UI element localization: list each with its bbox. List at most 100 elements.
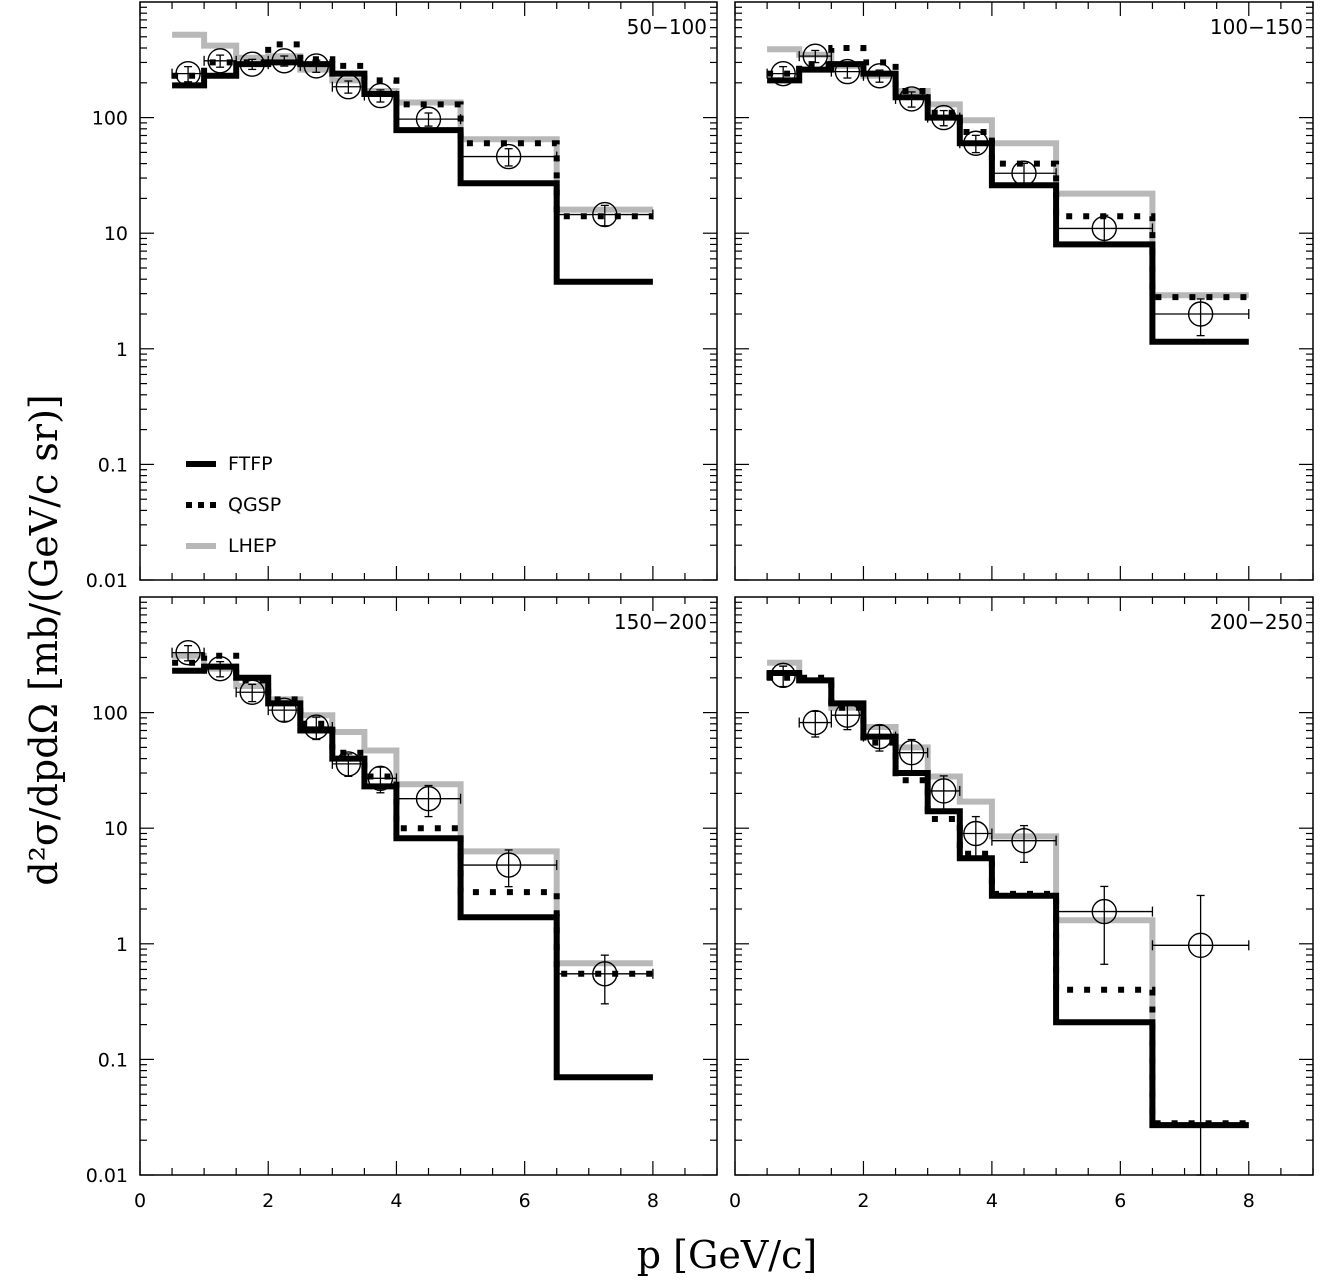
data-point xyxy=(862,723,897,752)
data-marker xyxy=(303,714,330,740)
data-point xyxy=(331,751,366,778)
series-qgsp-line xyxy=(172,652,653,977)
panel-frame xyxy=(139,596,718,1176)
x-tick-label: 6 xyxy=(1114,1190,1126,1212)
data-marker xyxy=(335,74,362,100)
data-marker xyxy=(207,655,233,682)
legend: FTFP QGSP LHEP xyxy=(186,453,281,557)
y-tick-label: 0.1 xyxy=(98,454,128,476)
data-point xyxy=(1055,214,1154,247)
data-marker xyxy=(1187,932,1214,959)
y-tick-label: 0.01 xyxy=(86,570,128,592)
data-point xyxy=(267,697,301,723)
x-tick-label: 6 xyxy=(519,1190,531,1212)
data-point xyxy=(766,60,800,87)
panel-2: 100−150 xyxy=(734,1,1314,581)
series-qgsp-line xyxy=(767,674,1249,1127)
y-axis-title: d²σ/dpdΩ [mb/(GeV/c sr)] xyxy=(22,394,66,885)
data-point xyxy=(267,48,301,74)
x-tick-label: 0 xyxy=(729,1190,741,1212)
data-point xyxy=(363,765,398,794)
data-point xyxy=(459,849,558,888)
data-marker xyxy=(271,697,297,723)
data-marker xyxy=(931,778,957,804)
data-point xyxy=(299,714,333,741)
data-point xyxy=(459,143,558,170)
data-marker xyxy=(1091,898,1117,925)
series-ftfp-line xyxy=(767,670,1249,1129)
data-marker xyxy=(770,662,796,689)
data-marker xyxy=(866,723,893,750)
data-point xyxy=(171,639,205,666)
data-marker xyxy=(239,51,265,77)
x-tick-label: 4 xyxy=(390,1190,402,1212)
y-tick-label: 10 xyxy=(104,818,128,840)
data-point xyxy=(991,160,1057,187)
data-marker xyxy=(898,739,925,766)
x-tick-label: 4 xyxy=(986,1190,998,1212)
data-marker xyxy=(207,48,233,74)
data-point xyxy=(363,82,398,109)
legend-label-qgsp: QGSP xyxy=(228,494,281,516)
panel-label: 150−200 xyxy=(614,610,707,634)
series-lhep-line xyxy=(767,46,1249,299)
data-marker xyxy=(963,130,989,156)
x-tick-label: 8 xyxy=(1243,1190,1255,1212)
y-tick-label: 0.1 xyxy=(98,1049,128,1071)
data-marker xyxy=(931,104,957,131)
data-point xyxy=(798,43,832,69)
data-marker xyxy=(367,82,394,109)
data-point xyxy=(556,201,654,228)
data-marker xyxy=(1187,301,1214,327)
data-point xyxy=(556,954,654,1005)
data-point xyxy=(862,63,897,89)
data-point xyxy=(395,784,462,818)
data-marker xyxy=(495,143,522,170)
data-point xyxy=(1055,885,1154,965)
panel-1: 0.01 0.1 1 10 100 50−100 xyxy=(86,1,718,592)
data-marker xyxy=(834,702,861,728)
data-point xyxy=(959,815,993,860)
data-marker xyxy=(898,86,925,112)
panel-label: 200−250 xyxy=(1210,610,1303,634)
data-point xyxy=(798,709,832,738)
panel-label: 100−150 xyxy=(1210,15,1303,39)
data-marker xyxy=(303,53,330,79)
data-marker xyxy=(592,961,618,987)
data-marker xyxy=(963,820,989,847)
data-marker xyxy=(335,751,362,777)
data-marker xyxy=(802,709,828,736)
x-axis-title: p [GeV/c] xyxy=(637,1233,817,1277)
data-marker xyxy=(592,201,618,228)
panel-frame xyxy=(734,1,1314,581)
data-marker xyxy=(802,43,828,69)
data-marker xyxy=(415,785,442,812)
data-marker xyxy=(1011,160,1037,186)
legend-label-lhep: LHEP xyxy=(228,535,276,557)
panel-frame xyxy=(139,1,718,581)
data-marker xyxy=(271,48,297,74)
data-marker xyxy=(175,639,201,666)
x-tick-label: 8 xyxy=(647,1190,659,1212)
data-point xyxy=(830,58,865,85)
data-marker xyxy=(495,852,522,878)
y-tick-label: 100 xyxy=(92,703,128,725)
data-marker xyxy=(1011,827,1037,854)
series-ftfp-line xyxy=(767,61,1249,345)
data-point xyxy=(991,824,1057,863)
panel-frame xyxy=(734,596,1314,1176)
data-marker xyxy=(1091,215,1117,242)
data-marker xyxy=(239,679,265,705)
data-marker xyxy=(415,106,442,132)
x-tick-label: 2 xyxy=(857,1190,869,1212)
y-tick-label: 1 xyxy=(116,339,128,361)
y-tick-label: 10 xyxy=(104,223,128,245)
data-marker xyxy=(367,765,394,792)
data-marker xyxy=(175,60,201,87)
series-ftfp-line xyxy=(172,663,653,1081)
data-point xyxy=(894,86,929,112)
series-qgsp-line xyxy=(767,45,1249,301)
data-point xyxy=(203,48,237,74)
data-point xyxy=(395,106,462,132)
